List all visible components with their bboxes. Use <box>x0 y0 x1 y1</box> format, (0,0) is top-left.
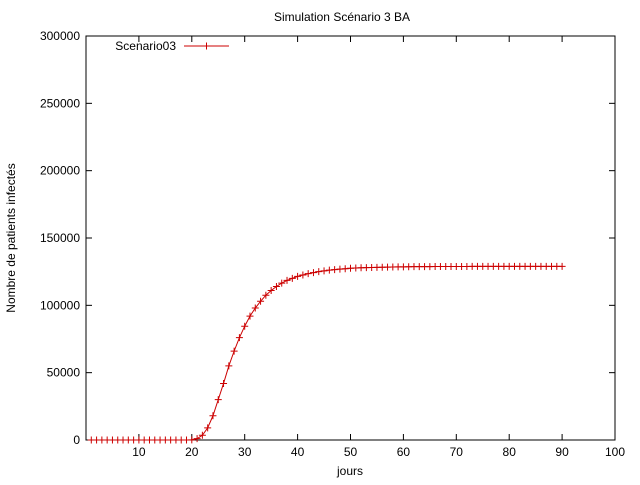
x-tick-label: 50 <box>344 445 358 459</box>
data-point <box>272 282 280 290</box>
x-tick-label: 40 <box>291 445 305 459</box>
x-axis-label: jours <box>336 464 363 478</box>
axis-ticks: 10 20 30 40 50 60 70 80 90 100 0 50000 100000 150000 2… <box>40 29 625 459</box>
data-point <box>193 435 201 443</box>
data-point <box>267 287 275 295</box>
data-point <box>220 379 228 387</box>
series-line <box>91 265 563 441</box>
data-point <box>209 412 217 420</box>
data-point <box>309 269 317 277</box>
y-tick-label: 50000 <box>47 366 81 380</box>
data-point <box>320 267 328 275</box>
data-point <box>262 291 270 299</box>
x-tick-label: 80 <box>503 445 517 459</box>
data-point <box>257 297 265 305</box>
data-point <box>331 266 339 274</box>
data-point <box>558 262 566 270</box>
x-tick-label: 100 <box>605 445 625 459</box>
data-point <box>315 268 323 276</box>
y-tick-label: 0 <box>73 433 80 447</box>
data-point <box>294 272 302 280</box>
legend-marker-sample <box>203 42 210 50</box>
y-tick-label: 150000 <box>40 231 80 245</box>
data-point <box>241 322 249 330</box>
data-point <box>304 270 312 278</box>
y-tick-label: 100000 <box>40 298 80 312</box>
data-point <box>246 312 254 320</box>
data-point <box>288 274 296 282</box>
data-point <box>225 362 233 370</box>
data-point <box>198 431 206 439</box>
series-layer <box>87 262 566 444</box>
x-tick-label: 60 <box>397 445 411 459</box>
x-tick-label: 20 <box>185 445 199 459</box>
data-point <box>278 279 286 287</box>
y-axis-label: Nombre de patients infectés <box>4 163 18 312</box>
legend: Scenario03 <box>115 39 229 53</box>
y-tick-label: 300000 <box>40 29 80 43</box>
data-point <box>188 436 196 444</box>
data-point <box>235 334 243 342</box>
x-tick-label: 10 <box>132 445 146 459</box>
data-point <box>214 396 222 404</box>
y-tick-label: 250000 <box>40 96 80 110</box>
data-point <box>204 424 212 432</box>
plot-frame <box>85 35 616 441</box>
x-tick-label: 30 <box>238 445 252 459</box>
data-point <box>230 347 238 355</box>
x-tick-label: 90 <box>555 445 569 459</box>
legend-label: Scenario03 <box>115 39 176 53</box>
data-point <box>283 276 291 284</box>
data-point <box>325 266 333 274</box>
x-tick-label: 70 <box>450 445 464 459</box>
data-point <box>251 304 259 312</box>
chart-title: Simulation Scénario 3 BA <box>274 10 410 24</box>
data-point <box>299 271 307 279</box>
y-tick-label: 200000 <box>40 164 80 178</box>
